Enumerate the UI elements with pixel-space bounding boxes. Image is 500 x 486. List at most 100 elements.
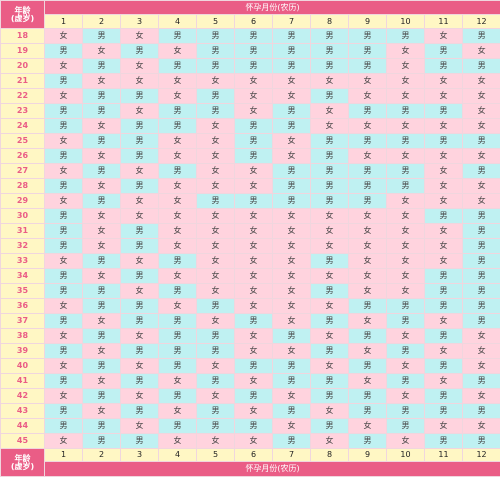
gender-cell: 女 [272, 73, 311, 89]
gender-cell: 男 [196, 373, 235, 389]
gender-cell: 男 [310, 133, 349, 149]
footer-month-9: 9 [348, 448, 387, 462]
gender-cell: 女 [424, 178, 463, 194]
gender-cell: 女 [424, 238, 463, 254]
gender-cell: 男 [158, 328, 197, 344]
gender-cell: 男 [348, 403, 387, 419]
gender-cell: 男 [234, 418, 273, 434]
gender-cell: 女 [386, 223, 425, 239]
header-title-row: 年龄 (虚岁) 怀孕月份(农历) [0, 0, 500, 29]
gender-cell: 男 [386, 298, 425, 314]
gender-cell: 男 [424, 208, 463, 224]
gender-cell: 女 [461, 388, 500, 404]
gender-cell: 男 [348, 358, 387, 374]
age-cell: 35 [0, 283, 45, 299]
gender-cell: 男 [461, 298, 500, 314]
gender-cell: 女 [44, 358, 83, 374]
gender-cell: 女 [348, 148, 387, 164]
gender-cell: 男 [82, 418, 121, 434]
gender-cell: 男 [386, 178, 425, 194]
gender-cell: 女 [424, 28, 463, 44]
gender-cell: 女 [196, 208, 235, 224]
gender-cell: 男 [234, 43, 273, 59]
month-group-header: 怀孕月份(农历) [43, 0, 500, 15]
gender-cell: 女 [310, 403, 349, 419]
footer-month-4: 4 [158, 448, 197, 462]
gender-cell: 男 [120, 403, 159, 419]
gender-cell: 女 [348, 208, 387, 224]
gender-cell: 女 [120, 253, 159, 269]
gender-cell: 女 [386, 208, 425, 224]
gender-cell: 女 [196, 283, 235, 299]
gender-cell: 男 [196, 43, 235, 59]
age-cell: 28 [0, 178, 45, 194]
gender-cell: 女 [44, 253, 83, 269]
month-header-12: 12 [461, 14, 500, 29]
gender-cell: 女 [44, 433, 83, 449]
gender-cell: 男 [272, 403, 311, 419]
gender-cell: 女 [120, 328, 159, 344]
gender-cell: 男 [348, 43, 387, 59]
gender-cell: 女 [272, 223, 311, 239]
gender-cell: 女 [310, 433, 349, 449]
footer-month-11: 11 [424, 448, 463, 462]
month-header-9: 9 [348, 14, 387, 29]
gender-cell: 女 [44, 28, 83, 44]
gender-cell: 男 [44, 283, 83, 299]
table-row: 34 男女男女女女女女女女男男 [0, 268, 500, 284]
gender-cell: 男 [44, 103, 83, 119]
gender-cell: 男 [310, 283, 349, 299]
gender-cell: 男 [158, 313, 197, 329]
footer-month-10: 10 [386, 448, 425, 462]
gender-cell: 女 [82, 43, 121, 59]
gender-cell: 女 [461, 43, 500, 59]
gender-cell: 男 [461, 373, 500, 389]
gender-cell: 女 [196, 118, 235, 134]
gender-cell: 男 [461, 433, 500, 449]
table-row: 45 女男男女女女男女男女男男 [0, 433, 500, 449]
gender-cell: 女 [158, 208, 197, 224]
gender-cell: 女 [234, 343, 273, 359]
gender-cell: 女 [386, 253, 425, 269]
gender-cell: 男 [310, 28, 349, 44]
age-cell: 34 [0, 268, 45, 284]
month-header-3: 3 [120, 14, 159, 29]
age-cell: 30 [0, 208, 45, 224]
gender-cell: 女 [234, 403, 273, 419]
gender-cell: 男 [348, 193, 387, 209]
gender-cell: 男 [348, 298, 387, 314]
age-cell: 32 [0, 238, 45, 254]
gender-cell: 女 [82, 373, 121, 389]
gender-cell: 男 [196, 298, 235, 314]
gender-cell: 男 [461, 283, 500, 299]
table-row: 22 女男男女男女女男女女女女 [0, 88, 500, 104]
gender-cell: 女 [234, 328, 273, 344]
gender-cell: 女 [310, 118, 349, 134]
gender-cell: 男 [310, 148, 349, 164]
gender-cell: 女 [310, 208, 349, 224]
gender-cell: 男 [348, 58, 387, 74]
gender-cell: 女 [348, 88, 387, 104]
table-row: 35 男男女男女女女男女女男男 [0, 283, 500, 299]
gender-cell: 男 [348, 328, 387, 344]
gender-cell: 男 [461, 253, 500, 269]
gender-cell: 女 [158, 403, 197, 419]
gender-cell: 男 [158, 418, 197, 434]
gender-cell: 女 [386, 328, 425, 344]
gender-cell: 男 [234, 358, 273, 374]
table-row: 39 男女男男男女女男女男女女 [0, 343, 500, 359]
gender-cell: 女 [196, 178, 235, 194]
gender-cell: 男 [310, 388, 349, 404]
gender-cell: 女 [234, 373, 273, 389]
gender-cell: 女 [234, 208, 273, 224]
table-row: 20 女男女男男男男男男女男男 [0, 58, 500, 74]
gender-cell: 女 [310, 73, 349, 89]
gender-cell: 男 [461, 208, 500, 224]
gender-cell: 女 [424, 163, 463, 179]
gender-cell: 女 [82, 148, 121, 164]
gender-cell: 女 [310, 103, 349, 119]
gender-cell: 女 [310, 268, 349, 284]
gender-cell: 女 [272, 283, 311, 299]
table-row: 32 男女男女女女女女女女女男 [0, 238, 500, 254]
age-cell: 27 [0, 163, 45, 179]
